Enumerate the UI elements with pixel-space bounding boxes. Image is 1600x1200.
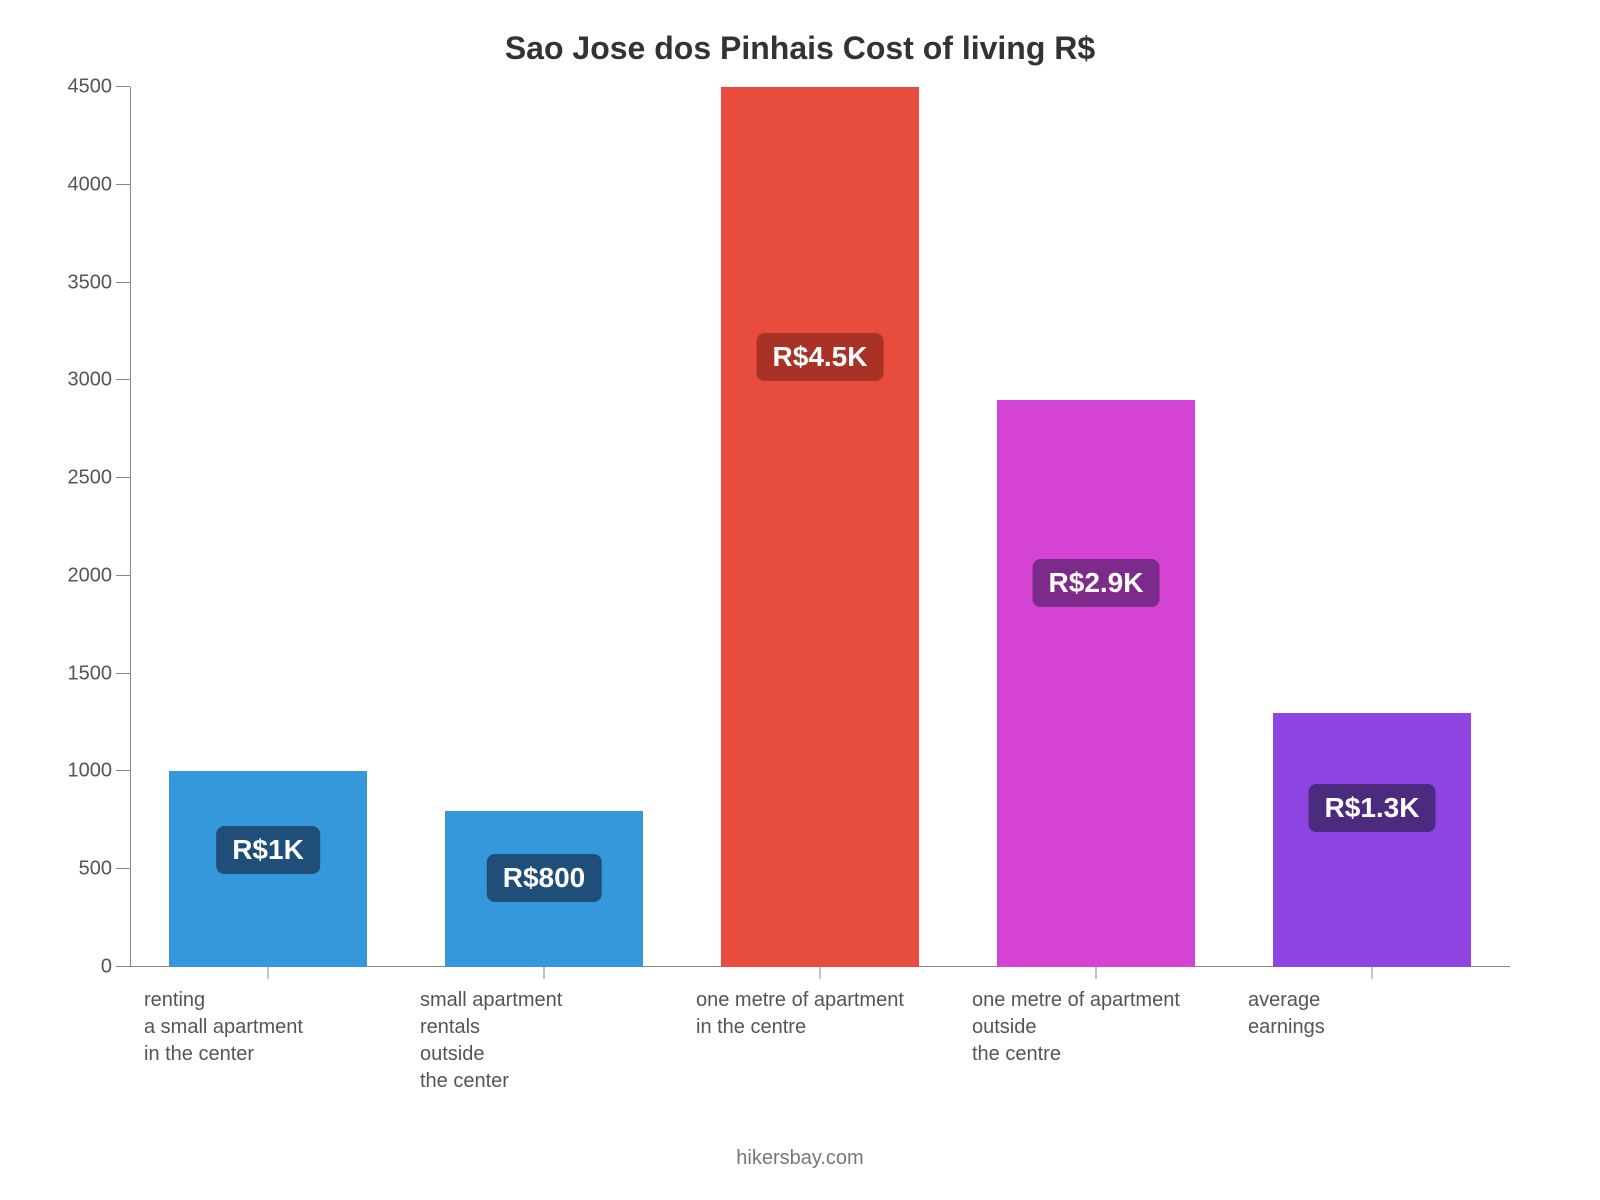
bar-slot: R$800 <box>406 87 682 967</box>
x-labels-region: renting a small apartment in the center s… <box>130 987 1510 1095</box>
plot-area: R$1KR$800R$4.5KR$2.9KR$1.3K 050010001500… <box>130 87 1510 967</box>
bar-value-badge: R$4.5K <box>757 333 884 381</box>
y-tick-label: 2000 <box>68 564 131 587</box>
y-tick-label: 1500 <box>68 662 131 685</box>
bar: R$800 <box>445 811 644 967</box>
y-tick-label: 4500 <box>68 76 131 99</box>
x-label: one metre of apartment outside the centr… <box>972 987 1220 1068</box>
bar-slot: R$2.9K <box>958 87 1234 967</box>
y-tick-label: 0 <box>101 956 130 979</box>
x-label: small apartment rentals outside the cent… <box>420 987 668 1095</box>
y-tick-label: 2500 <box>68 467 131 490</box>
chart-title: Sao Jose dos Pinhais Cost of living R$ <box>60 30 1540 67</box>
x-tick <box>544 967 545 979</box>
bar-slot: R$1.3K <box>1234 87 1510 967</box>
x-tick <box>820 967 821 979</box>
x-tick <box>1096 967 1097 979</box>
x-label-slot: small apartment rentals outside the cent… <box>406 987 682 1095</box>
y-tick-label: 3500 <box>68 271 131 294</box>
chart-container: Sao Jose dos Pinhais Cost of living R$ R… <box>0 0 1600 1200</box>
x-label: average earnings <box>1248 987 1496 1041</box>
bar-value-badge: R$800 <box>487 854 602 902</box>
x-tick <box>268 967 269 979</box>
bar-value-badge: R$1.3K <box>1309 784 1436 832</box>
x-label: one metre of apartment in the centre <box>696 987 944 1041</box>
bar-slot: R$1K <box>130 87 406 967</box>
y-tick-label: 4000 <box>68 173 131 196</box>
bar-value-badge: R$2.9K <box>1033 559 1160 607</box>
bars-region: R$1K R$800 R$4.5K R$2.9K R$1.3K <box>130 87 1510 967</box>
bar-value-badge: R$1K <box>216 826 320 874</box>
x-label-slot: one metre of apartment outside the centr… <box>958 987 1234 1095</box>
bar-slot: R$4.5K <box>682 87 958 967</box>
x-tick <box>1372 967 1373 979</box>
x-label-slot: one metre of apartment in the centre <box>682 987 958 1095</box>
attribution: hikersbay.com <box>0 1147 1600 1170</box>
bar: R$4.5K <box>721 87 920 967</box>
y-tick-label: 3000 <box>68 369 131 392</box>
y-tick-label: 500 <box>79 858 130 881</box>
bar: R$1K <box>169 771 368 967</box>
bar: R$1.3K <box>1273 713 1472 967</box>
y-tick-label: 1000 <box>68 760 131 783</box>
x-label-slot: renting a small apartment in the center <box>130 987 406 1095</box>
x-label-slot: average earnings <box>1234 987 1510 1095</box>
x-label: renting a small apartment in the center <box>144 987 392 1068</box>
bar: R$2.9K <box>997 400 1196 967</box>
